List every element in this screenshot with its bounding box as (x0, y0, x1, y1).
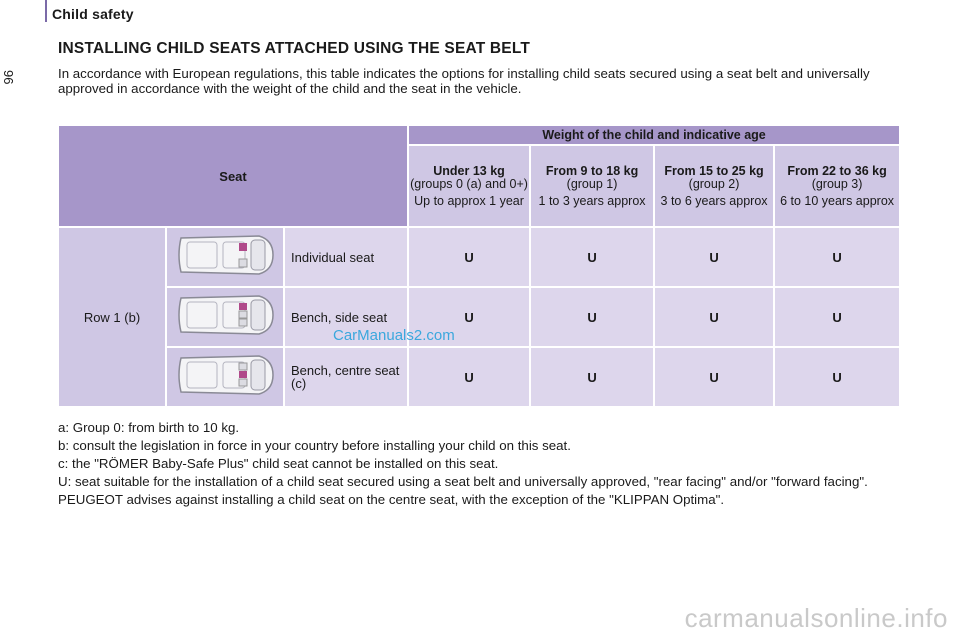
suitability-value: U (653, 346, 776, 408)
group-classes: (group 3) (811, 176, 863, 191)
suitability-value: U (407, 226, 532, 288)
suitability-value: U (653, 226, 776, 288)
suitability-value: U (773, 226, 902, 288)
group-classes: (group 1) (566, 176, 618, 191)
car-topview-icon (178, 354, 274, 395)
footnotes: a: Group 0: from birth to 10 kg. b: cons… (58, 420, 908, 510)
suitability-value: U (773, 286, 902, 348)
seat-header: Seat (56, 124, 410, 228)
header-rule (45, 0, 47, 22)
vehicle-diagram (165, 346, 285, 408)
group-weight: From 9 to 18 kg (545, 163, 639, 178)
intro-paragraph: In accordance with European regulations,… (58, 66, 870, 96)
suitability-value: U (773, 346, 902, 408)
vehicle-diagram (165, 226, 285, 288)
group-age: 1 to 3 years approx (538, 193, 646, 208)
group-header: From 15 to 25 kg (group 2) 3 to 6 years … (653, 144, 776, 228)
group-age: Up to approx 1 year (414, 193, 524, 208)
page-title: INSTALLING CHILD SEATS ATTACHED USING TH… (58, 40, 531, 57)
child-seat-table: Seat Weight of the child and indicative … (56, 124, 902, 408)
footnote-b: b: consult the legislation in force in y… (58, 438, 571, 453)
advice-note: PEUGEOT advises against installing a chi… (58, 492, 725, 507)
car-topview-icon (178, 234, 274, 275)
suitability-value: U (529, 346, 656, 408)
suitability-value: U (529, 226, 656, 288)
vehicle-diagram (165, 286, 285, 348)
group-header: Under 13 kg (groups 0 (a) and 0+) Up to … (407, 144, 532, 228)
seat-position-label: Bench, side seat (282, 286, 410, 348)
page-number: 96 (1, 70, 16, 85)
group-classes: (groups 0 (a) and 0+) (410, 176, 528, 191)
watermark-link[interactable]: CarManuals2.com (333, 327, 455, 344)
group-header: From 9 to 18 kg (group 1) 1 to 3 years a… (529, 144, 656, 228)
group-classes: (group 2) (688, 176, 740, 191)
section-title: Child safety (52, 6, 134, 22)
group-weight: From 22 to 36 kg (787, 163, 887, 178)
suitability-value: U (407, 346, 532, 408)
suitability-value: U (529, 286, 656, 348)
weight-header: Weight of the child and indicative age (407, 124, 902, 146)
seat-position-label: Bench, centre seat (c) (282, 346, 410, 408)
footnote-c: c: the "RÖMER Baby-Safe Plus" child seat… (58, 456, 499, 471)
group-weight: From 15 to 25 kg (664, 163, 764, 178)
seat-position-label: Individual seat (282, 226, 410, 288)
row-label: Row 1 (b) (57, 226, 167, 408)
car-topview-icon (178, 294, 274, 335)
suitability-value: U (653, 286, 776, 348)
group-header: From 22 to 36 kg (group 3) 6 to 10 years… (773, 144, 902, 228)
suitability-value: U (407, 286, 532, 348)
footnote-a: a: Group 0: from birth to 10 kg. (58, 420, 240, 435)
group-weight: Under 13 kg (433, 163, 505, 178)
footer-watermark: carmanualsonline.info (684, 603, 948, 633)
footnote-u: U: seat suitable for the installation of… (58, 474, 868, 489)
group-age: 6 to 10 years approx (780, 193, 895, 208)
group-age: 3 to 6 years approx (660, 193, 768, 208)
